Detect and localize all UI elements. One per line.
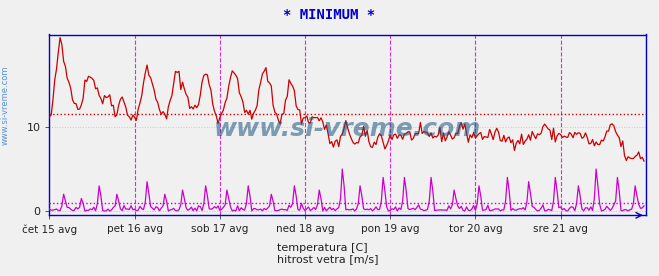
Text: hitrost vetra [m/s]: hitrost vetra [m/s] [277, 254, 378, 264]
Text: * MINIMUM *: * MINIMUM * [283, 8, 376, 22]
Text: www.si-vreme.com: www.si-vreme.com [214, 116, 481, 140]
Text: temperatura [C]: temperatura [C] [277, 243, 368, 253]
Text: www.si-vreme.com: www.si-vreme.com [1, 65, 10, 145]
